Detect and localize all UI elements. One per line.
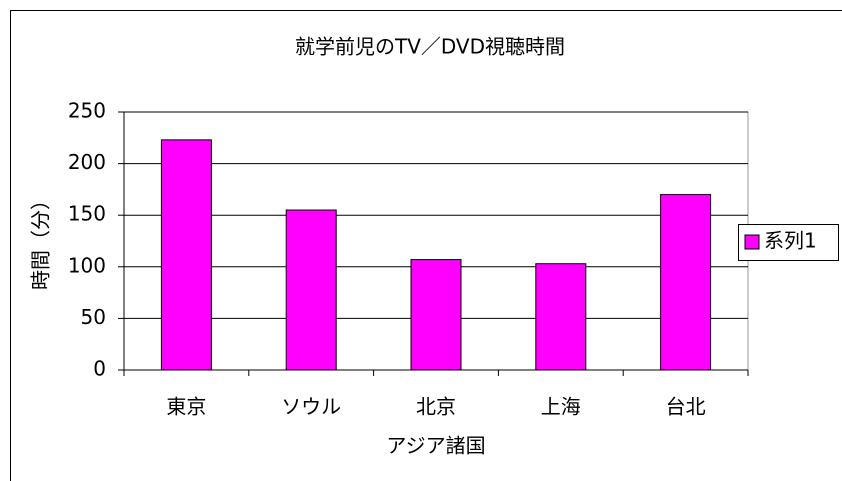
legend-label: 系列1 [764, 229, 817, 253]
x-tick-label: 上海 [541, 395, 581, 419]
y-axis-label: 時間（分） [29, 190, 53, 290]
x-tick-label: 東京 [166, 395, 206, 419]
bar [535, 263, 587, 371]
legend-swatch [744, 234, 760, 250]
y-tick-label: 150 [68, 202, 106, 226]
y-tick-label: 200 [68, 150, 106, 174]
bar [660, 194, 712, 371]
x-tick-label: 台北 [666, 395, 706, 419]
y-tick-label: 50 [81, 305, 106, 329]
bar [285, 209, 337, 371]
bar [160, 139, 212, 371]
y-tick-label: 250 [68, 99, 106, 123]
x-axis-label: アジア諸国 [386, 434, 485, 458]
bar [410, 259, 462, 371]
x-tick-label: ソウル [281, 395, 341, 419]
x-tick-label: 北京 [416, 395, 456, 419]
chart-title: 就学前児のTV／DVD視聴時間 [295, 35, 565, 59]
y-tick-label: 0 [93, 357, 106, 381]
y-tick-label: 100 [68, 253, 106, 277]
